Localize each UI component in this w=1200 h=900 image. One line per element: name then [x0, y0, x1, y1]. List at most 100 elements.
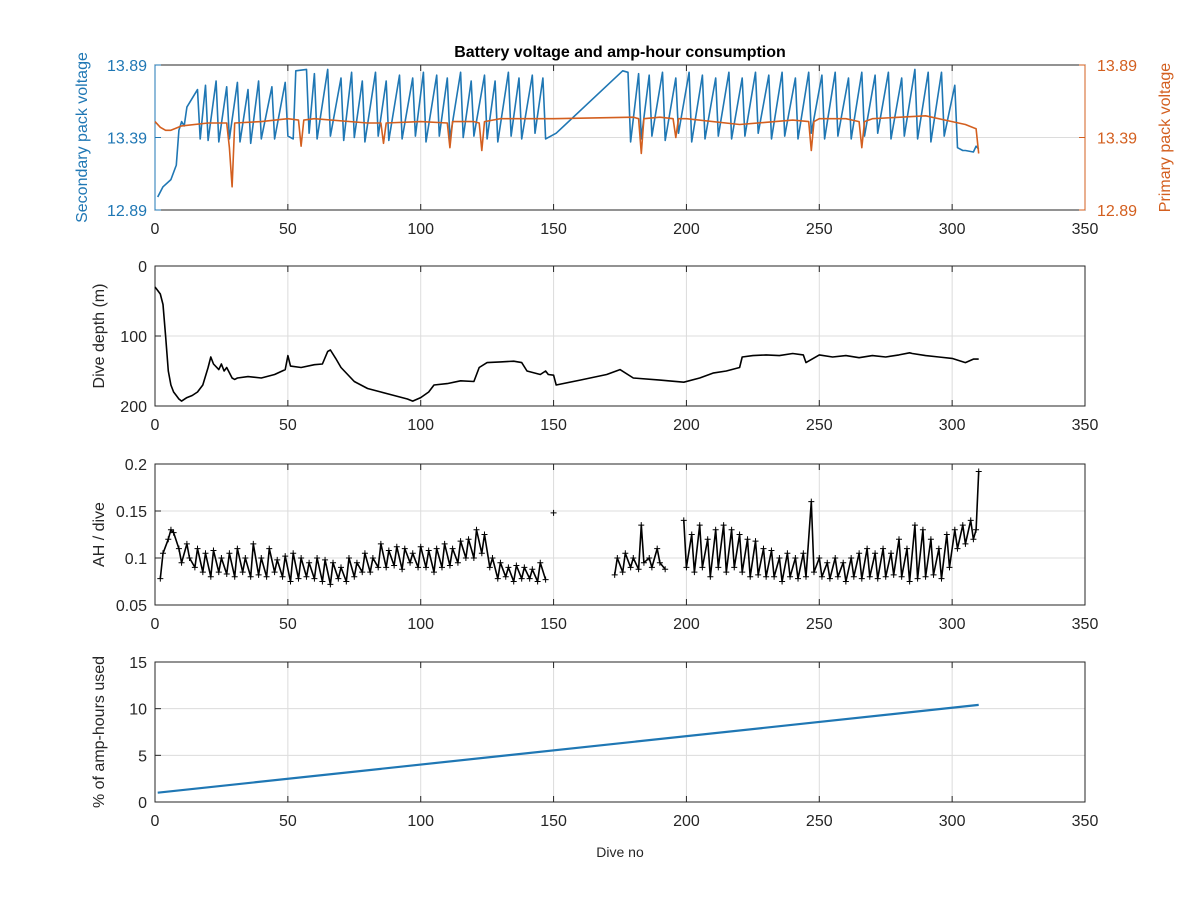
ah-data-point [927, 536, 934, 543]
x-tick-label: 50 [279, 417, 297, 434]
ah-data-point [393, 543, 400, 550]
ah-data-point [800, 550, 807, 557]
percent-series-line-0-0 [157, 703, 979, 794]
x-tick-label: 0 [151, 417, 160, 434]
y-tick-label: 0 [138, 259, 147, 276]
ah-data-point [840, 559, 847, 566]
ah-data-point [731, 564, 738, 571]
ah-data-point [454, 559, 461, 566]
x-tick-label: 50 [279, 616, 297, 633]
ah-data-point [322, 556, 329, 563]
ah-data-point [866, 573, 873, 580]
ah-data-point [247, 573, 254, 580]
x-tick-label: 150 [540, 417, 567, 434]
ah-data-point [967, 517, 974, 524]
x-tick-label: 350 [1072, 417, 1099, 434]
ah-data-point [938, 575, 945, 582]
ah-data-point [646, 555, 653, 561]
ah-data-point [890, 571, 897, 578]
ah-data-point [747, 573, 754, 580]
ah-data-point [298, 555, 305, 561]
ah-data-point [330, 559, 337, 566]
x-tick-label: 300 [939, 417, 966, 434]
ah-series-line-0-2 [613, 524, 666, 576]
ah-data-point [882, 573, 889, 580]
ah-data-point [744, 536, 751, 543]
ah-data-point [856, 550, 863, 557]
ah-data-point [433, 545, 440, 552]
ah-panel: 0 50 100 150 200 250 300 350 0.05 0.1 0.15 0.2 AH / … [91, 457, 1098, 633]
ah-data-point [935, 545, 942, 552]
ah-data-point [903, 545, 910, 552]
ah-data-point [165, 536, 172, 543]
ah-data-point [202, 550, 209, 557]
ah-data-point [215, 569, 222, 576]
ah-data-point [850, 573, 857, 580]
ah-data-point [369, 555, 376, 561]
ah-data-point [640, 559, 647, 566]
x-tick-label: 150 [540, 813, 567, 830]
ah-data-point [779, 578, 786, 585]
ah-data-point [973, 526, 980, 533]
x-tick-label: 250 [806, 221, 833, 238]
ah-data-point [898, 573, 905, 580]
ah-data-point [970, 536, 977, 543]
x-tick-label: 0 [151, 221, 160, 238]
ah-data-point [832, 555, 839, 561]
voltage-series-line-1-0 [154, 115, 980, 188]
y-tick-label: 0.05 [116, 598, 147, 615]
ah-data-point [478, 550, 485, 557]
x-tick-label: 350 [1072, 813, 1099, 830]
y-tick-label-right: 13.39 [1097, 131, 1137, 148]
x-tick-label: 50 [279, 813, 297, 830]
ah-data-point [680, 517, 687, 524]
ah-data-point [159, 550, 166, 557]
ah-data-point [226, 550, 233, 557]
ah-data-point [771, 573, 778, 580]
ah-data-point [919, 526, 926, 533]
ah-data-point [431, 569, 437, 576]
voltage-y-axis-label-right: Primary pack voltage [1157, 63, 1174, 212]
x-tick-label: 300 [939, 616, 966, 633]
y-tick-label: 0.1 [125, 551, 147, 568]
ah-data-point [279, 573, 286, 580]
ah-data-point [930, 571, 937, 578]
ah-data-point [648, 564, 655, 571]
ah-data-point [914, 575, 921, 582]
ah-data-point [191, 564, 198, 571]
ah-data-point [792, 555, 799, 561]
ah-data-point [826, 575, 833, 582]
depth-y-axis-label: Dive depth (m) [91, 284, 108, 389]
ah-data-point [755, 571, 762, 578]
x-tick-label: 100 [407, 417, 434, 434]
ah-data-point [715, 564, 722, 571]
ah-series-line-0-0 [159, 528, 547, 586]
ah-data-point [842, 578, 849, 585]
ah-data-point [407, 559, 414, 566]
ah-data-point [399, 566, 406, 573]
ah-data-point [258, 555, 265, 561]
ah-data-point [888, 550, 895, 557]
ah-data-point [338, 564, 344, 571]
ah-data-point [383, 564, 390, 571]
ah-data-point [638, 522, 645, 529]
y-tick-label: 5 [138, 748, 147, 765]
ah-data-point [343, 578, 350, 585]
x-tick-label: 250 [806, 813, 833, 830]
ah-data-point [239, 569, 246, 576]
ah-data-point [943, 531, 950, 538]
y-tick-label-right: 12.89 [1097, 203, 1137, 220]
ah-data-point [656, 559, 663, 566]
ah-axes-box [154, 463, 1086, 606]
ah-data-point [470, 555, 477, 561]
ah-data-point [250, 540, 257, 547]
ah-data-point [497, 559, 504, 566]
ah-data-point [627, 564, 634, 571]
ah-data-point [303, 573, 310, 580]
ah-data-point [513, 562, 520, 569]
y-tick-label: 200 [120, 399, 147, 416]
ah-data-point [314, 555, 321, 561]
ah-data-point [784, 550, 791, 557]
